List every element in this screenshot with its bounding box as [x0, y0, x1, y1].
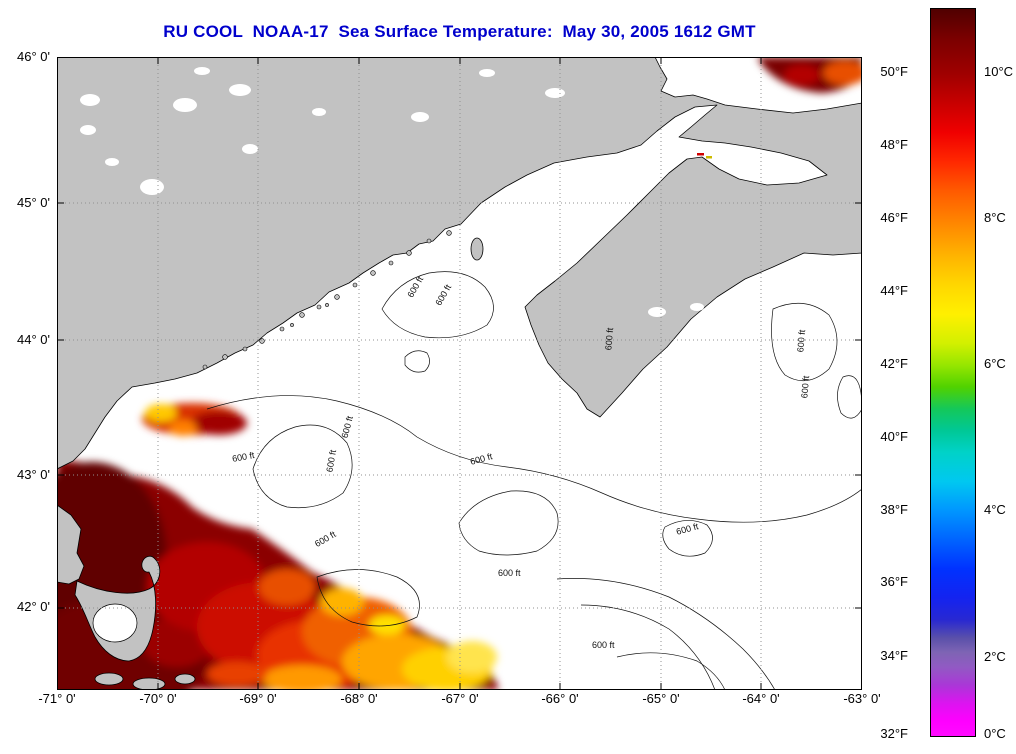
x-tick-label: -64° 0'	[742, 691, 780, 706]
contour-depth-label: 600 ft	[795, 329, 808, 353]
x-tick-label: -69° 0'	[239, 691, 277, 706]
colorbar-f-label: 40°F	[880, 429, 908, 444]
contour-depth-label: 600 ft	[799, 375, 812, 399]
lakes-and-clouds	[80, 67, 704, 643]
contour-depth-label: 600 ft	[498, 568, 521, 578]
colorbar-f-label: 42°F	[880, 356, 908, 371]
massachusetts-shore	[57, 504, 85, 585]
colorbar-c-label: 6°C	[984, 356, 1006, 371]
colorbar-c-label: 2°C	[984, 649, 1006, 664]
colorbar-f-label: 36°F	[880, 574, 908, 589]
grand-manan-island	[470, 237, 484, 261]
x-tick-label: -70° 0'	[139, 691, 177, 706]
colorbar-f-label: 38°F	[880, 502, 908, 517]
page-title: RU COOL NOAA-17 Sea Surface Temperature:…	[163, 22, 756, 41]
island	[132, 677, 166, 690]
colorbar-f-label: 44°F	[880, 283, 908, 298]
x-tick-label: -68° 0'	[340, 691, 378, 706]
colorbar-c-label: 8°C	[984, 210, 1006, 225]
island	[174, 673, 196, 685]
contour-depth-label: 600 ft	[603, 327, 616, 351]
colorbar-c-label: 0°C	[984, 726, 1006, 741]
maine-coastal-islands	[202, 230, 452, 370]
mainland-maine-newbrunswick-novascotia	[57, 57, 862, 470]
x-tick-label: -63° 0'	[843, 691, 881, 706]
colorbar-f-label: 50°F	[880, 64, 908, 79]
colorbar-f-label: 32°F	[880, 726, 908, 741]
colorbar-c-label: 10°C	[984, 64, 1014, 79]
y-tick-label: 46° 0'	[17, 49, 50, 64]
colorbar-f-label: 34°F	[880, 648, 908, 663]
y-tick-label: 45° 0'	[17, 195, 50, 210]
x-tick-label: -66° 0'	[541, 691, 579, 706]
y-tick-label: 44° 0'	[17, 332, 50, 347]
grid-lines	[57, 57, 862, 690]
map-frame	[57, 57, 862, 690]
colorbar-c-label: 4°C	[984, 502, 1006, 517]
temperature-colorbar	[930, 8, 976, 737]
x-tick-label: -67° 0'	[441, 691, 479, 706]
x-tick-label: -65° 0'	[642, 691, 680, 706]
colorbar-f-label: 46°F	[880, 210, 908, 225]
island	[94, 672, 124, 686]
contour-depth-label: 600 ft	[592, 640, 615, 650]
x-tick-label: -71° 0'	[38, 691, 76, 706]
y-tick-label: 42° 0'	[17, 599, 50, 614]
y-tick-label: 43° 0'	[17, 467, 50, 482]
gulf-of-maine-map	[57, 57, 862, 690]
depth-contour-lines	[206, 271, 862, 690]
colorbar-f-label: 48°F	[880, 137, 908, 152]
